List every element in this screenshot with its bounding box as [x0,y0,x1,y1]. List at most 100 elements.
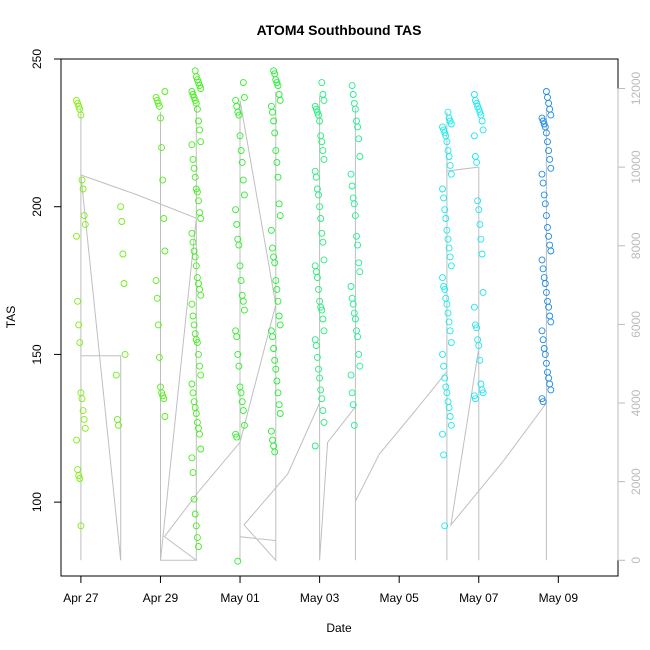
tas-point [74,99,82,107]
tas-point [350,200,358,208]
tas-point [270,117,278,125]
y-tick-label: 250 [30,49,44,69]
tas-point [476,108,484,116]
tas-point [470,392,478,400]
tas-point [273,158,281,166]
tas-point [192,262,200,270]
tas-point [191,330,199,338]
tas-point [441,129,449,137]
tas-point [159,176,167,184]
tas-point [355,135,363,143]
tas-point [347,283,355,290]
tas-point [541,280,549,287]
tas-point [441,206,449,214]
tas-point [119,250,127,258]
tas-point [269,244,276,252]
tas-point [188,300,196,308]
tas-point [160,395,168,403]
tas-point [121,350,129,358]
tas-point [197,445,205,453]
tas-point [318,395,326,403]
y-axis-label: TAS [4,306,18,328]
tas-point [232,206,240,214]
tas-point [442,215,450,222]
tas-point [238,398,246,406]
tas-point [73,436,80,444]
tas-point [275,312,283,320]
tas-point [188,88,196,95]
tas-point [478,250,486,258]
tas-point [353,327,360,335]
tas-point [319,238,327,246]
tas-point [161,413,169,420]
tas-point [192,73,200,81]
tas-point [320,155,328,163]
tas-point [445,153,453,160]
tas-point [473,324,481,332]
tas-point [197,291,205,299]
tas-point [80,212,88,220]
tas-point [79,185,87,193]
tas-point [80,415,88,423]
tas-point [356,362,364,370]
tas-point [269,108,276,116]
tas-point [237,389,245,397]
tas-point [445,318,453,326]
tas-point [274,389,282,397]
tas-point [195,79,202,87]
tas-point [73,96,80,104]
tas-point [271,356,279,364]
tas-point [195,117,202,125]
tas-point [191,404,199,412]
tas-point [235,241,243,249]
tas-point [542,212,550,220]
tas-point [274,173,282,181]
tas-point [542,288,550,296]
tas-point [446,117,454,125]
y2-tick-label: 6000 [629,311,643,338]
tas-point [476,356,484,364]
tas-point [153,96,161,104]
tas-point [349,91,357,98]
tas-point [351,212,359,220]
tas-point [444,108,452,116]
tas-point [443,300,451,308]
tas-point [195,543,202,550]
tas-point [350,309,358,317]
tas-point [155,102,163,110]
tas-point [191,173,199,181]
tas-point [197,138,205,146]
tas-point [350,421,358,429]
tas-point [272,76,280,84]
tas-point [232,96,240,104]
tas-point [540,191,548,199]
plot-frame [60,58,619,577]
tas-point [354,333,362,341]
y2-tick-label: 2000 [629,468,643,495]
tas-point [444,309,452,317]
tas-point [193,188,201,196]
tas-point [443,226,451,234]
y-tick-label: 100 [30,492,44,512]
tas-point [239,176,247,184]
tas-point [539,117,547,125]
tas-point [354,241,362,249]
tas-point [81,424,89,432]
tas-point [547,318,555,326]
tas-point [73,232,80,240]
tas-point [276,410,284,417]
tas-point [274,297,282,305]
tas-point [313,353,321,361]
tas-point [77,111,85,119]
tas-point [235,111,243,119]
tas-point [197,215,205,222]
tas-point [270,345,278,352]
tas-point [441,374,449,382]
x-axis: Apr 27 Apr 29 May 01 May 03 May 05 May 07 May … [63,575,578,605]
tas-point [270,67,278,75]
tas-point [442,294,450,302]
tas-point [239,407,247,415]
tas-point [348,182,356,190]
tas-point [188,380,196,388]
tas-point [544,368,551,376]
